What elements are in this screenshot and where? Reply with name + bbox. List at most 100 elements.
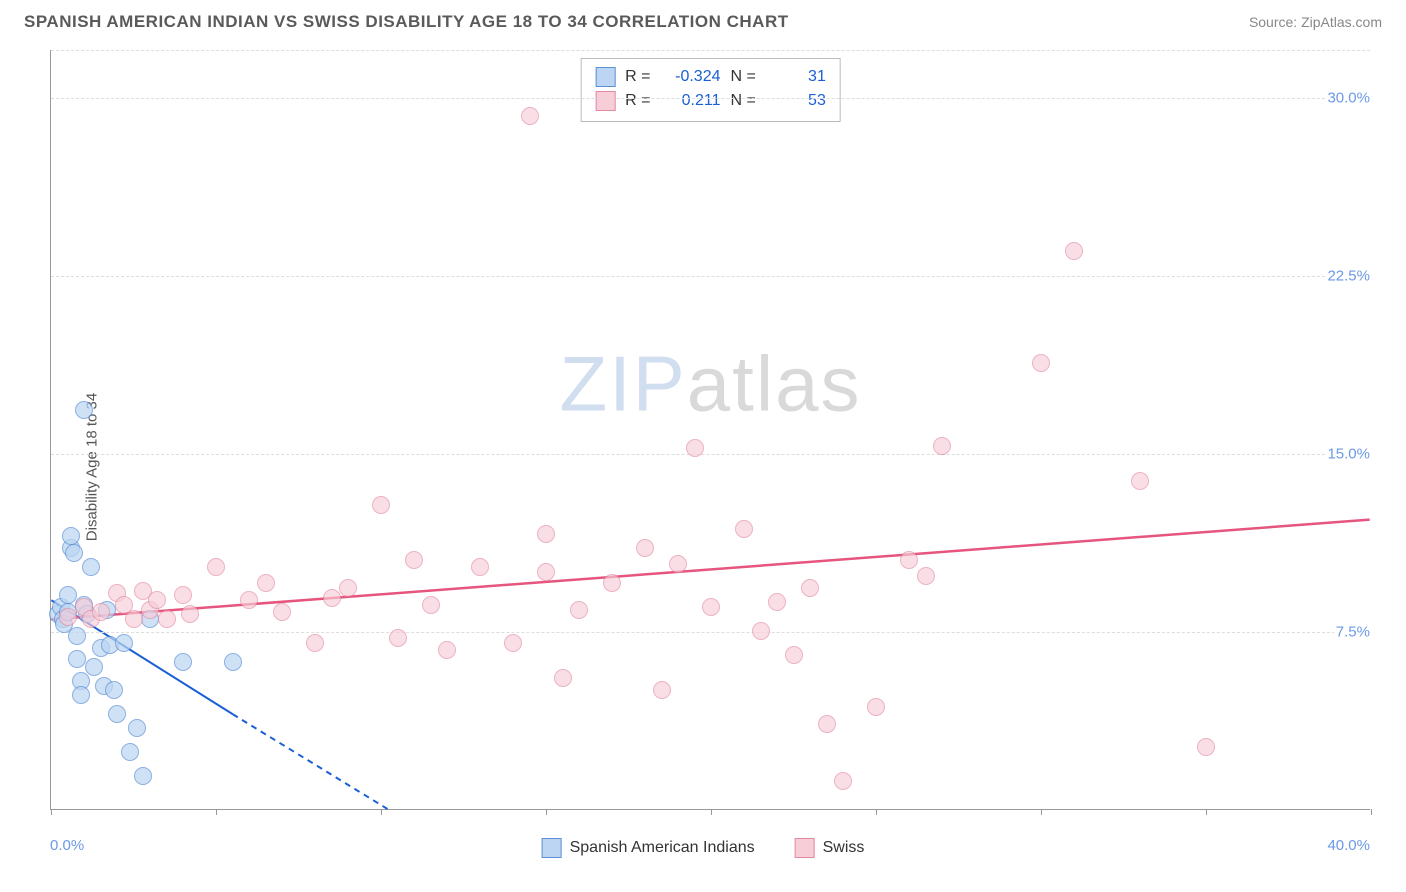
x-tick — [216, 809, 217, 815]
y-tick-label: 15.0% — [1325, 445, 1372, 462]
data-point-sai — [82, 558, 100, 576]
data-point-swiss — [1065, 242, 1083, 260]
trendline-sai-extrapolated — [233, 714, 388, 809]
data-point-swiss — [521, 107, 539, 125]
data-point-swiss — [323, 589, 341, 607]
stat-r-sai: -0.324 — [661, 65, 721, 89]
source-link[interactable]: ZipAtlas.com — [1301, 14, 1382, 30]
gridline — [51, 50, 1370, 51]
x-tick — [1041, 809, 1042, 815]
data-point-swiss — [148, 591, 166, 609]
y-tick-label: 7.5% — [1334, 623, 1372, 640]
data-point-swiss — [438, 641, 456, 659]
data-point-swiss — [669, 555, 687, 573]
data-point-sai — [115, 634, 133, 652]
data-point-sai — [224, 653, 242, 671]
y-tick-label: 22.5% — [1325, 267, 1372, 284]
data-point-sai — [62, 527, 80, 545]
trend-lines-layer — [51, 50, 1370, 809]
plot-area: ZIPatlas R = -0.324 N = 31 R = 0.211 N =… — [50, 50, 1370, 810]
data-point-sai — [105, 681, 123, 699]
source-prefix: Source: — [1249, 14, 1301, 30]
legend-swatch-sai — [542, 838, 562, 858]
data-point-swiss — [702, 598, 720, 616]
swatch-swiss — [595, 91, 615, 111]
stat-n-swiss: 53 — [766, 89, 826, 113]
chart-title: SPANISH AMERICAN INDIAN VS SWISS DISABIL… — [24, 12, 789, 32]
x-tick — [1371, 809, 1372, 815]
data-point-swiss — [174, 586, 192, 604]
data-point-swiss — [917, 567, 935, 585]
data-point-swiss — [273, 603, 291, 621]
x-tick — [876, 809, 877, 815]
data-point-swiss — [372, 496, 390, 514]
x-axis-origin-label: 0.0% — [50, 837, 84, 854]
data-point-swiss — [158, 610, 176, 628]
watermark-zip: ZIP — [559, 339, 686, 427]
y-tick-label: 30.0% — [1325, 89, 1372, 106]
watermark: ZIPatlas — [559, 338, 861, 429]
stats-row-sai: R = -0.324 N = 31 — [595, 65, 826, 89]
data-point-swiss — [181, 605, 199, 623]
data-point-swiss — [554, 669, 572, 687]
stats-row-swiss: R = 0.211 N = 53 — [595, 89, 826, 113]
data-point-sai — [68, 627, 86, 645]
source-attribution: Source: ZipAtlas.com — [1249, 14, 1382, 30]
data-point-swiss — [818, 715, 836, 733]
legend-swatch-swiss — [795, 838, 815, 858]
legend-label-swiss: Swiss — [823, 839, 865, 857]
gridline — [51, 98, 1370, 99]
gridline — [51, 632, 1370, 633]
legend-label-sai: Spanish American Indians — [570, 839, 755, 857]
data-point-swiss — [422, 596, 440, 614]
stat-r-swiss: 0.211 — [661, 89, 721, 113]
data-point-swiss — [867, 698, 885, 716]
swatch-sai — [595, 67, 615, 87]
data-point-swiss — [785, 646, 803, 664]
legend-item-sai: Spanish American Indians — [542, 838, 755, 858]
data-point-sai — [85, 658, 103, 676]
data-point-swiss — [405, 551, 423, 569]
data-point-swiss — [1131, 472, 1149, 490]
data-point-sai — [128, 719, 146, 737]
legend-item-swiss: Swiss — [795, 838, 865, 858]
gridline — [51, 454, 1370, 455]
data-point-swiss — [834, 772, 852, 790]
data-point-sai — [65, 544, 83, 562]
stat-r-label: R = — [625, 65, 650, 89]
x-tick — [546, 809, 547, 815]
data-point-swiss — [686, 439, 704, 457]
chart-container: Disability Age 18 to 34 ZIPatlas R = -0.… — [0, 42, 1406, 892]
data-point-swiss — [735, 520, 753, 538]
data-point-swiss — [752, 622, 770, 640]
data-point-swiss — [504, 634, 522, 652]
data-point-swiss — [933, 437, 951, 455]
data-point-swiss — [125, 610, 143, 628]
data-point-swiss — [636, 539, 654, 557]
data-point-sai — [68, 650, 86, 668]
data-point-sai — [108, 705, 126, 723]
data-point-swiss — [92, 603, 110, 621]
data-point-swiss — [653, 681, 671, 699]
data-point-sai — [121, 743, 139, 761]
data-point-swiss — [603, 574, 621, 592]
data-point-swiss — [389, 629, 407, 647]
stat-n-sai: 31 — [766, 65, 826, 89]
data-point-swiss — [900, 551, 918, 569]
chart-header: SPANISH AMERICAN INDIAN VS SWISS DISABIL… — [0, 0, 1406, 40]
x-tick — [51, 809, 52, 815]
gridline — [51, 276, 1370, 277]
data-point-sai — [75, 401, 93, 419]
data-point-swiss — [257, 574, 275, 592]
stat-n-label: N = — [731, 65, 756, 89]
data-point-swiss — [339, 579, 357, 597]
x-tick — [1206, 809, 1207, 815]
x-tick — [381, 809, 382, 815]
data-point-swiss — [240, 591, 258, 609]
correlation-stats-box: R = -0.324 N = 31 R = 0.211 N = 53 — [580, 58, 841, 122]
data-point-sai — [59, 586, 77, 604]
data-point-swiss — [537, 563, 555, 581]
data-point-sai — [174, 653, 192, 671]
data-point-swiss — [306, 634, 324, 652]
data-point-swiss — [471, 558, 489, 576]
